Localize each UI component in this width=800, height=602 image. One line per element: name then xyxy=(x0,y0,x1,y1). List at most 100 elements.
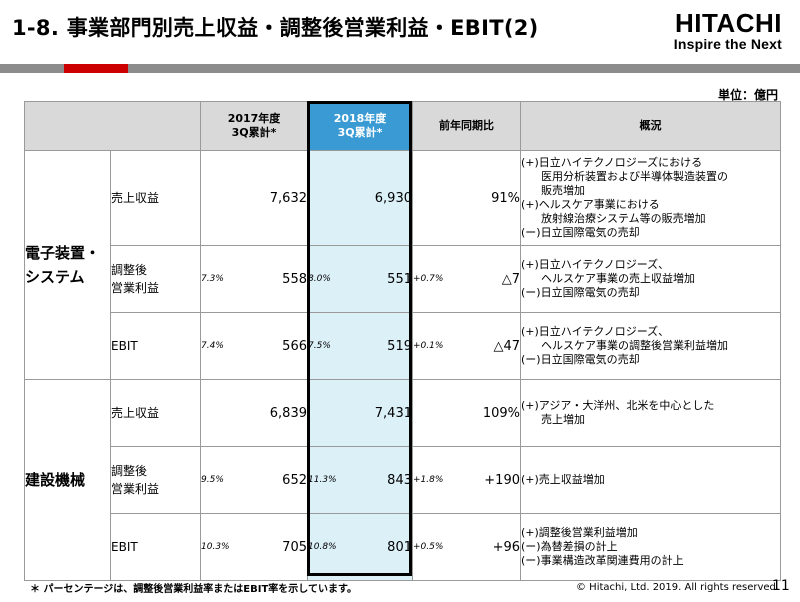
metric-label-line: EBIT xyxy=(111,339,138,353)
overview-line: (+)ヘルスケア事業における xyxy=(521,198,660,211)
margin-change: +0.1% xyxy=(413,341,444,351)
metric-label-line: 営業利益 xyxy=(111,482,160,496)
value-row: 7.5% 519 xyxy=(308,339,412,354)
amount-value: 705 xyxy=(282,539,307,555)
metric-label-line: 営業利益 xyxy=(111,281,160,295)
value-row: +0.7% △7 xyxy=(413,272,520,287)
table-row: 調整後 営業利益 9.5% 652 11.3% 843 +1.8% +190 (+)売上収益増加 xyxy=(25,446,781,514)
value-row: 7.3% 558 xyxy=(201,272,307,287)
margin-percent: 8.0% xyxy=(308,274,331,284)
value-row: +1.8% +190 xyxy=(413,473,520,488)
overview-line: 医用分析装置および半導体製造装置の xyxy=(541,170,728,183)
overview-cell: (+)売上収益増加 xyxy=(520,446,781,514)
overview-line: ヘルスケア事業の売上収益増加 xyxy=(541,272,695,285)
margin-percent: 7.5% xyxy=(308,341,331,351)
margin-percent: 7.4% xyxy=(201,341,224,351)
overview-line: (+)日立ハイテクノロジーズ、 xyxy=(521,258,670,271)
overview-line: (+)日立ハイテクノロジーズにおける xyxy=(521,156,703,169)
value-row: 7.4% 566 xyxy=(201,339,307,354)
metric-label-line: 売上収益 xyxy=(111,406,160,420)
yoy-value: △47 xyxy=(493,338,520,354)
amount-value: 6,930 xyxy=(374,190,412,206)
margin-percent: 10.3% xyxy=(201,542,230,552)
overview-cell: (+)日立ハイテクノロジーズ、 ヘルスケア事業の調整後営業利益増加 (ー)日立国際電… xyxy=(520,312,781,380)
fy2017-cell: 7,632 xyxy=(200,150,308,246)
fy2018-cell: 7,431 xyxy=(307,379,413,447)
value-row: 11.3% 843 xyxy=(308,473,412,488)
fy2017-cell: 7.3% 558 xyxy=(200,245,308,313)
value-row: 7,632 xyxy=(201,191,307,206)
metric-label: 調整後 営業利益 xyxy=(110,446,201,514)
overview-line: (+)日立ハイテクノロジーズ、 xyxy=(521,325,670,338)
overview-line: (+)売上収益増加 xyxy=(521,473,605,486)
value-row: +0.1% △47 xyxy=(413,339,520,354)
header-fy2018: 2018年度 3Q累計* xyxy=(307,101,413,151)
amount-value: 7,431 xyxy=(374,405,412,421)
metric-label-line: 売上収益 xyxy=(111,191,160,205)
header-accent-bar xyxy=(64,64,128,73)
unit-label: 単位：億円 xyxy=(717,88,778,102)
value-row: 6,930 xyxy=(308,191,412,206)
overview-line: 売上増加 xyxy=(541,413,585,426)
metric-label-line: 調整後 xyxy=(111,464,148,478)
fy2017-cell: 9.5% 652 xyxy=(200,446,308,514)
amount-value: 801 xyxy=(387,539,412,555)
overview-cell: (+)アジア・大洋州、北米を中心とした 売上増加 xyxy=(520,379,781,447)
amount-value: 558 xyxy=(282,271,307,287)
overview-line: 販売増加 xyxy=(541,184,585,197)
yoy-cell: +0.1% △47 xyxy=(412,312,521,380)
metric-label: 売上収益 xyxy=(110,150,201,246)
yoy-cell: +0.7% △7 xyxy=(412,245,521,313)
segment-name: 電子装置・ システム xyxy=(24,150,111,380)
value-row: 7,431 xyxy=(308,406,412,421)
page-number: 11 xyxy=(772,578,790,594)
amount-value: 6,839 xyxy=(269,405,307,421)
fy2018-cell: 8.0% 551 xyxy=(307,245,413,313)
margin-change: +1.8% xyxy=(413,475,444,485)
table-header-row: 2017年度 3Q累計* 2018年度 3Q累計* 前年同期比 概況 xyxy=(24,101,781,151)
fy2018-cell: 6,930 xyxy=(307,150,413,246)
table-row: 調整後 営業利益 7.3% 558 8.0% 551 +0.7% △7 (+)日立ハイテクノロジ… xyxy=(25,245,781,313)
header-fy2017-line1: 2017年度 xyxy=(227,112,281,125)
copyright: © Hitachi, Ltd. 2019. All rights reserve… xyxy=(576,582,780,593)
margin-percent: 11.3% xyxy=(308,475,337,485)
header-yoy: 前年同期比 xyxy=(412,101,521,151)
table-row: 電子装置・ システム 売上収益 7,632 6,930 91% (+)日立ハイテクノロジーズ… xyxy=(24,150,781,380)
amount-value: 652 xyxy=(282,472,307,488)
value-row: 8.0% 551 xyxy=(308,272,412,287)
fy2018-cell: 7.5% 519 xyxy=(307,312,413,380)
yoy-value: 109% xyxy=(482,405,520,421)
yoy-value: +96 xyxy=(492,539,520,555)
fy2017-cell: 6,839 xyxy=(200,379,308,447)
overview-line: (ー)日立国際電気の売却 xyxy=(521,353,640,366)
table-row: EBIT 10.3% 705 10.8% 801 +0.5% +96 (+)調整後営業利益増加… xyxy=(25,513,781,581)
metric-label: EBIT xyxy=(110,513,201,581)
margin-change: +0.5% xyxy=(413,542,444,552)
footnote: ＊ パーセンテージは、調整後営業利益率またはEBIT率を示しています。 xyxy=(30,584,357,595)
yoy-cell: +1.8% +190 xyxy=(412,446,521,514)
amount-value: 7,632 xyxy=(269,190,307,206)
amount-value: 566 xyxy=(282,338,307,354)
fy2017-cell: 10.3% 705 xyxy=(200,513,308,581)
fy2018-cell: 10.8% 801 xyxy=(307,513,413,581)
margin-change: +0.7% xyxy=(413,274,444,284)
overview-line: (+)調整後営業利益増加 xyxy=(521,526,638,539)
overview-line: (ー)事業構造改革関連費用の計上 xyxy=(521,554,684,567)
yoy-cell: +0.5% +96 xyxy=(412,513,521,581)
brand-tagline: Inspire the Next xyxy=(673,36,782,52)
segment-name-line: 電子装置・ xyxy=(25,244,101,262)
table-row: 建設機械 売上収益 6,839 7,431 109% (+)アジア・大洋州、北米を中心とし… xyxy=(24,379,781,581)
header-fy2018-line2: 3Q累計* xyxy=(337,126,383,139)
yoy-value: △7 xyxy=(501,271,520,287)
hitachi-logo: HITACHI Inspire the Next xyxy=(674,10,782,52)
overview-line: (ー)日立国際電気の売却 xyxy=(521,226,640,239)
value-row: 10.3% 705 xyxy=(201,540,307,555)
amount-value: 519 xyxy=(387,338,412,354)
metric-label: 売上収益 xyxy=(110,379,201,447)
amount-value: 551 xyxy=(387,271,412,287)
overview-line: (ー)日立国際電気の売却 xyxy=(521,286,640,299)
overview-line: (+)アジア・大洋州、北米を中心とした xyxy=(521,399,715,412)
page-title: 1-8. 事業部門別売上収益・調整後営業利益・EBIT(2) xyxy=(12,16,539,40)
value-row: 91% xyxy=(413,191,520,206)
table-row: EBIT 7.4% 566 7.5% 519 +0.1% △47 (+)日立ハイテクノロジーズ… xyxy=(25,312,781,380)
